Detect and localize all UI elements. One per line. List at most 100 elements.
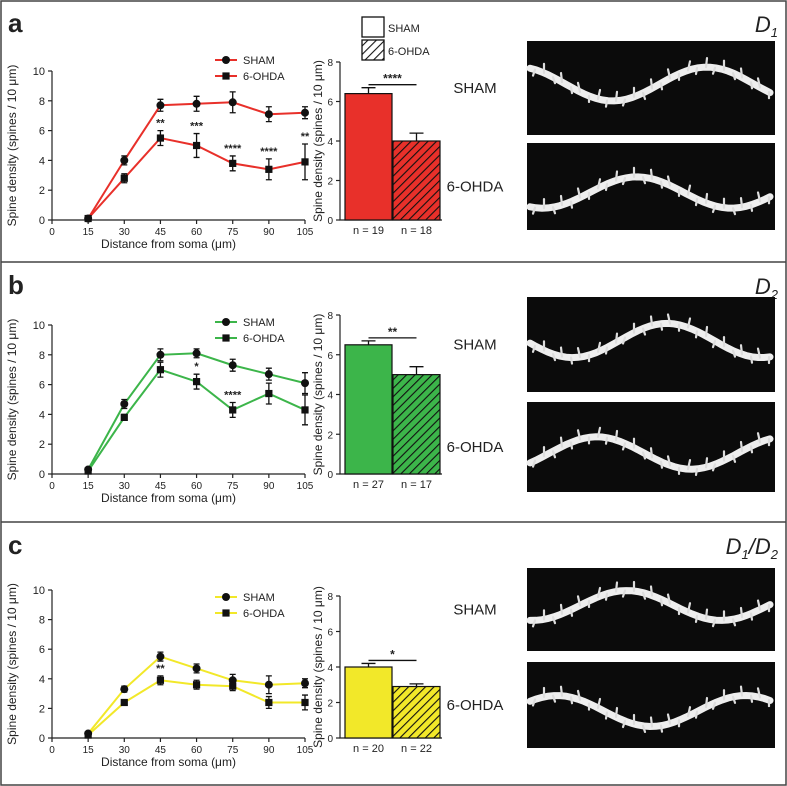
receptor-label: D1/D2 (726, 534, 779, 562)
x-tick-label: n = 18 (401, 225, 432, 237)
marker (301, 406, 309, 414)
spine (621, 589, 627, 598)
spine (731, 207, 737, 216)
spine (559, 685, 564, 697)
spine (649, 168, 654, 180)
x-tick-label: n = 17 (401, 479, 432, 491)
x-axis-label: Distance from soma (μm) (101, 491, 236, 505)
image-label: SHAM (453, 602, 496, 619)
x-tick-label: 15 (83, 481, 95, 492)
spine (614, 90, 619, 102)
y-tick-label: 4 (39, 674, 45, 686)
spine (551, 352, 557, 362)
spine (641, 451, 647, 460)
y-tick-label: 0 (327, 216, 333, 227)
spine (739, 685, 744, 697)
y-axis-label: Spine density (spines / 10 μm) (5, 319, 19, 481)
marker (229, 406, 237, 414)
spine (694, 467, 699, 476)
marker (265, 165, 273, 173)
spine (531, 698, 537, 707)
dendrite (526, 63, 774, 105)
legend-marker (222, 56, 230, 64)
spine (614, 170, 619, 182)
spine (686, 317, 692, 329)
marker (265, 389, 273, 398)
x-tick-label: n = 19 (353, 225, 384, 237)
spine (569, 608, 574, 617)
marker (84, 467, 92, 475)
y-tick-label: 4 (39, 155, 45, 167)
x-tick-label: 0 (49, 745, 55, 756)
spine (641, 724, 647, 734)
spine (576, 429, 582, 441)
spine (711, 204, 717, 214)
error-bar (361, 87, 376, 94)
spine (659, 322, 664, 331)
y-tick-label: 8 (39, 615, 45, 627)
legend-label: SHAM (388, 23, 420, 35)
bar (392, 685, 441, 739)
legend-swatch (361, 16, 385, 38)
spine (704, 325, 709, 338)
spine (621, 442, 627, 451)
spine (731, 618, 737, 627)
marker (192, 664, 201, 673)
receptor-part: D (755, 274, 771, 299)
spine (756, 77, 762, 89)
receptor-part: D (726, 534, 742, 559)
spine (739, 197, 744, 209)
y-tick-label: 2 (327, 699, 333, 710)
spine (666, 593, 672, 605)
spine (621, 98, 627, 107)
marker (301, 379, 309, 388)
marker (84, 731, 92, 739)
y-tick-label: 8 (39, 350, 45, 362)
spine (731, 695, 737, 704)
x-tick-label: 15 (83, 745, 95, 756)
spine (569, 696, 574, 705)
spine (739, 440, 744, 453)
spine (711, 463, 717, 472)
significance: **** (224, 389, 242, 401)
marker (264, 110, 273, 119)
y-tick-label: 6 (39, 380, 45, 392)
panel-letter: c (8, 530, 22, 560)
bar (392, 140, 441, 221)
marker (265, 698, 273, 707)
spine (666, 175, 672, 187)
spine (749, 445, 754, 454)
spine (569, 200, 574, 209)
y-tick-label: 0 (39, 733, 45, 745)
marker (301, 158, 309, 166)
spine (739, 67, 744, 79)
marker (156, 101, 165, 110)
legend-marker (222, 318, 230, 326)
error-bar (409, 132, 424, 141)
bar (392, 374, 441, 475)
spine (576, 81, 582, 93)
spine (704, 457, 709, 469)
spine (621, 719, 627, 729)
y-axis-label: Spine density (spines / 10 μm) (311, 314, 325, 476)
micrograph (527, 143, 775, 230)
y-tick-label: 8 (39, 96, 45, 108)
spine (531, 344, 537, 353)
legend-marker (222, 72, 230, 80)
x-tick-label: 45 (155, 745, 167, 756)
spine (739, 344, 744, 356)
significance: ** (156, 663, 165, 675)
spine (649, 78, 654, 90)
spine (604, 711, 609, 720)
bar (344, 92, 393, 221)
y-tick-label: 4 (327, 663, 333, 674)
legend-label: 6-OHDA (243, 333, 285, 345)
spine (596, 341, 602, 353)
spine (596, 697, 602, 710)
spine (649, 315, 654, 327)
legend-marker (222, 593, 230, 601)
spine (756, 432, 762, 444)
spine (666, 455, 672, 467)
marker (192, 141, 201, 150)
spine (659, 460, 664, 469)
